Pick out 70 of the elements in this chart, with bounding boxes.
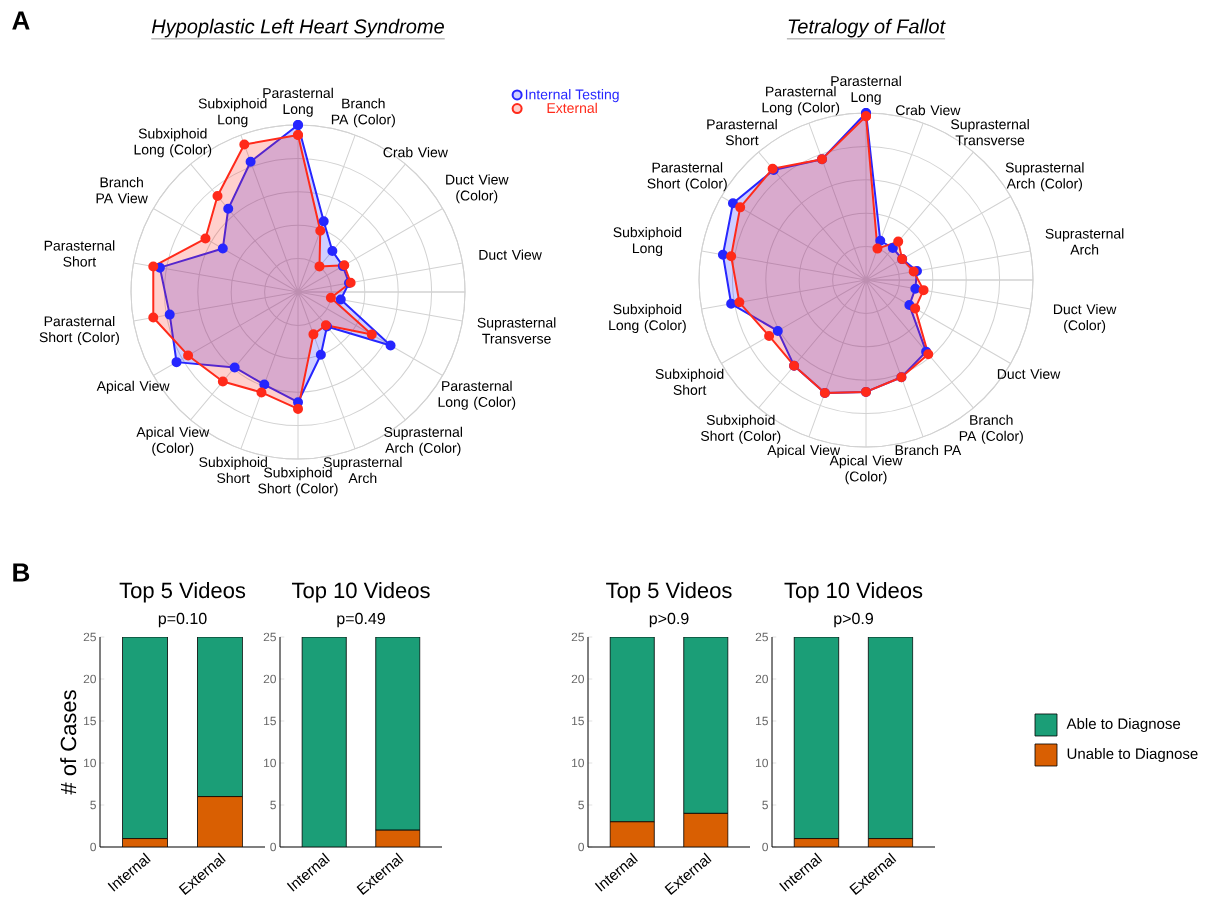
spoke-label: Duct View — [997, 368, 1061, 379]
legend-label: Internal Testing — [525, 89, 619, 103]
spoke-label: Duct View (Color) — [1053, 303, 1117, 334]
spoke-label: Branch PA — [895, 444, 962, 456]
y-tick-label: 0 — [90, 842, 97, 852]
y-axis-title: # of Cases — [60, 690, 77, 795]
text: A — [12, 11, 30, 30]
y-tick-label: 5 — [90, 800, 96, 810]
spoke-label: Suprasternal Arch — [1045, 228, 1124, 255]
y-tick-label: 5 — [762, 800, 768, 810]
y-tick-label: 25 — [755, 632, 768, 642]
y-tick-label: 0 — [270, 842, 277, 852]
spoke-label: Crab View — [383, 147, 448, 158]
spoke-label: Subxiphoid Long (Color) — [134, 128, 212, 158]
spoke-label: Subxiphoid Long — [198, 98, 267, 128]
y-tick-label: 10 — [756, 758, 769, 768]
spoke-label: Parasternal Short — [44, 240, 115, 267]
spoke-label: Parasternal Short (Color) — [647, 162, 727, 192]
spoke-label: Subxiphoid Short — [655, 368, 724, 395]
y-tick-label: 25 — [571, 632, 584, 642]
y-tick-label: 15 — [264, 716, 276, 726]
y-tick-label: 20 — [571, 674, 585, 684]
y-tick-label: 15 — [572, 716, 584, 726]
chart-title: Tetralogy of Fallot — [788, 18, 946, 38]
chart-subtitle: p>0.9 — [649, 612, 689, 628]
spoke-label: Subxiphoid Long — [613, 226, 682, 257]
spoke-label: Subxiphoid Long (Color) — [609, 303, 686, 333]
spoke-label: Suprasternal Transverse — [477, 317, 556, 344]
spoke-label: Apical View (Color) — [136, 426, 210, 456]
chart-subtitle: p=0.10 — [158, 612, 207, 628]
y-tick-label: 20 — [263, 674, 277, 684]
chart-title: Hypoplastic Left Heart Syndrome — [151, 18, 444, 38]
y-tick-label: 5 — [578, 800, 584, 810]
spoke-label: Duct View — [479, 249, 542, 260]
y-tick-label: 25 — [83, 632, 96, 642]
chart-title: Top 5 Videos — [606, 582, 732, 603]
spoke-label: Branch PA (Color) — [959, 414, 1023, 444]
spoke-label: Branch PA (Color) — [331, 98, 395, 128]
spoke-label: Branch PA View — [96, 177, 148, 204]
spoke-label: Apical View — [96, 380, 170, 394]
legend-label: Unable to Diagnose — [1067, 747, 1198, 762]
spoke-label: Subxiphoid Short (Color) — [700, 414, 781, 444]
chart-title: Top 10 Videos — [784, 582, 923, 603]
y-tick-label: 15 — [84, 716, 96, 726]
text: Able to Diagnose — [1066, 717, 1181, 732]
spoke-label: Suprasternal Arch (Color) — [384, 426, 462, 456]
y-tick-label: 10 — [572, 758, 585, 768]
spoke-label: Parasternal Long (Color) — [762, 86, 840, 116]
chart-subtitle: p>0.9 — [834, 612, 873, 628]
y-tick-label: 5 — [270, 800, 276, 810]
spoke-label: Parasternal Short — [707, 119, 777, 146]
chart-title: Top 10 Videos — [291, 582, 430, 603]
spoke-label: Crab View — [896, 104, 961, 116]
spoke-label: Parasternal Long (Color) — [438, 380, 516, 410]
y-tick-label: 15 — [756, 716, 768, 726]
y-tick-label: 25 — [263, 632, 276, 642]
y-tick-label: 20 — [83, 674, 97, 684]
y-tick-label: 20 — [755, 674, 769, 684]
spoke-label: Parasternal Short (Color) — [39, 315, 119, 346]
y-tick-label: 0 — [762, 842, 769, 852]
spoke-label: Suprasternal Transverse — [951, 119, 1029, 146]
y-tick-label: 10 — [84, 758, 97, 768]
legend-label: External — [547, 102, 597, 114]
spoke-label: Duct View (Color) — [446, 174, 509, 204]
chart-title: Top 5 Videos — [119, 582, 246, 603]
text: B — [13, 563, 30, 582]
chart-subtitle: p=0.49 — [337, 612, 385, 628]
y-tick-label: 10 — [264, 758, 277, 768]
spoke-label: Suprasternal Arch (Color) — [1005, 162, 1084, 192]
y-tick-label: 0 — [578, 842, 585, 852]
